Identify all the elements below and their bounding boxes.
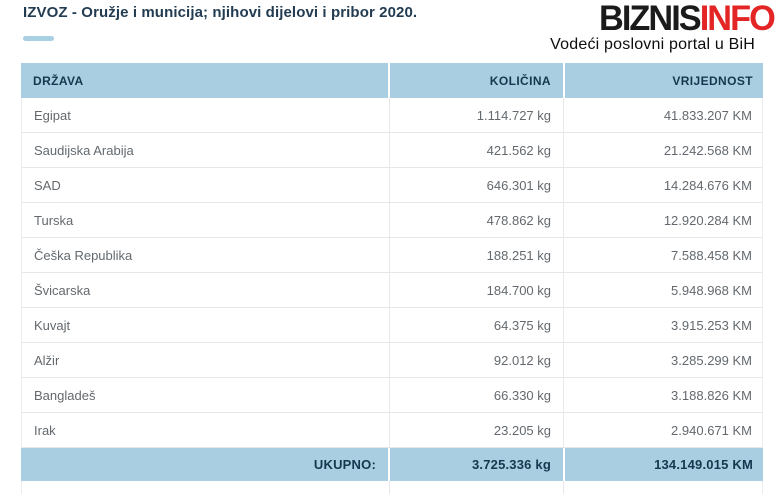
column-header-value: VRIJEDNOST <box>565 63 763 98</box>
table-row: Češka Republika 188.251 kg 7.588.458 KM <box>21 238 763 273</box>
cell-value-empty <box>564 481 762 494</box>
total-value: 134.149.015 KM <box>565 448 763 481</box>
export-table: DRŽAVA KOLIČINA VRIJEDNOST Egipat 1.114.7… <box>21 63 763 494</box>
table-row: Bangladeš 66.330 kg 3.188.826 KM <box>21 378 763 413</box>
table-row: Švicarska 184.700 kg 5.948.968 KM <box>21 273 763 308</box>
column-header-country: DRŽAVA <box>21 63 390 98</box>
logo-wordmark: BIZNISINFO <box>555 0 776 38</box>
table-row: SAD 646.301 kg 14.284.676 KM <box>21 168 763 203</box>
cell-country: Egipat <box>22 98 390 132</box>
table-cutoff-row <box>21 481 763 494</box>
cell-quantity: 23.205 kg <box>390 413 564 447</box>
cell-value: 12.920.284 KM <box>663 212 752 228</box>
total-quantity: 3.725.336 kg <box>390 448 565 481</box>
cell-country: Kuvajt <box>22 308 390 342</box>
cell-quantity: 64.375 kg <box>390 308 564 342</box>
logo-part-biznis: BIZNIS <box>599 0 702 38</box>
table-footer: UKUPNO: 3.725.336 kg 134.149.015 KM <box>21 448 763 481</box>
cell-value: 2.940.671 KM <box>671 422 752 438</box>
cell-quantity: 92.012 kg <box>390 343 564 377</box>
cell-country: Bangladeš <box>22 378 390 412</box>
cell-value: 14.284.676 KM <box>663 177 752 193</box>
logo-tagline: Vodeći poslovni portal u BiH <box>550 36 755 53</box>
cell-value: 3.915.253 KM <box>671 317 752 333</box>
column-header-quantity: KOLIČINA <box>390 63 565 98</box>
cell-country: Češka Republika <box>22 238 390 272</box>
cell-quantity: 188.251 kg <box>390 238 564 272</box>
cell-quantity: 184.700 kg <box>390 273 564 307</box>
table-header-row: DRŽAVA KOLIČINA VRIJEDNOST <box>21 63 763 98</box>
table-row: Alžir 92.012 kg 3.285.299 KM <box>21 343 763 378</box>
table-header: DRŽAVA KOLIČINA VRIJEDNOST <box>21 63 763 98</box>
cell-quantity: 1.114.727 kg <box>390 98 564 132</box>
cell-quantity: 66.330 kg <box>390 378 564 412</box>
table-row: Egipat 1.114.727 kg 41.833.207 KM <box>21 98 763 133</box>
table-row: Saudijska Arabija 421.562 kg 21.242.568 KM <box>21 133 763 168</box>
cell-country: Alžir <box>22 343 390 377</box>
table-row: Turska 478.862 kg 12.920.284 KM <box>21 203 763 238</box>
cell-value: 21.242.568 KM <box>663 142 752 158</box>
logo-part-info: INFO <box>699 0 776 38</box>
cell-quantity-empty <box>390 481 564 494</box>
cell-country: SAD <box>22 168 390 202</box>
cell-value: 3.285.299 KM <box>671 352 752 368</box>
cell-value: 7.588.458 KM <box>671 247 752 263</box>
cell-country: Irak <box>22 413 390 447</box>
table-body: Egipat 1.114.727 kg 41.833.207 KM Saudijska… <box>21 98 763 448</box>
page-title: IZVOZ - Oružje i municija; njihovi dijel… <box>23 4 418 21</box>
total-row: UKUPNO: 3.725.336 kg 134.149.015 KM <box>21 448 763 481</box>
table-row-partial <box>21 481 763 494</box>
table-row: Kuvajt 64.375 kg 3.915.253 KM <box>21 308 763 343</box>
cell-quantity: 421.562 kg <box>390 133 564 167</box>
biznisinfo-logo[interactable]: BIZNISINFO Vodeći poslovni portal u BiH <box>550 0 776 54</box>
title-underline-dash <box>23 36 54 41</box>
cell-country: Turska <box>22 203 390 237</box>
cell-country: Švicarska <box>22 273 390 307</box>
cell-country: Saudijska Arabija <box>22 133 390 167</box>
table-row: Irak 23.205 kg 2.940.671 KM <box>21 413 763 448</box>
cell-quantity: 646.301 kg <box>390 168 564 202</box>
cell-country-empty <box>22 481 390 494</box>
cell-quantity: 478.862 kg <box>390 203 564 237</box>
total-label: UKUPNO: <box>21 448 390 481</box>
cell-value: 3.188.826 KM <box>671 387 752 403</box>
cell-value: 5.948.968 KM <box>671 282 752 298</box>
cell-value: 41.833.207 KM <box>663 107 752 123</box>
